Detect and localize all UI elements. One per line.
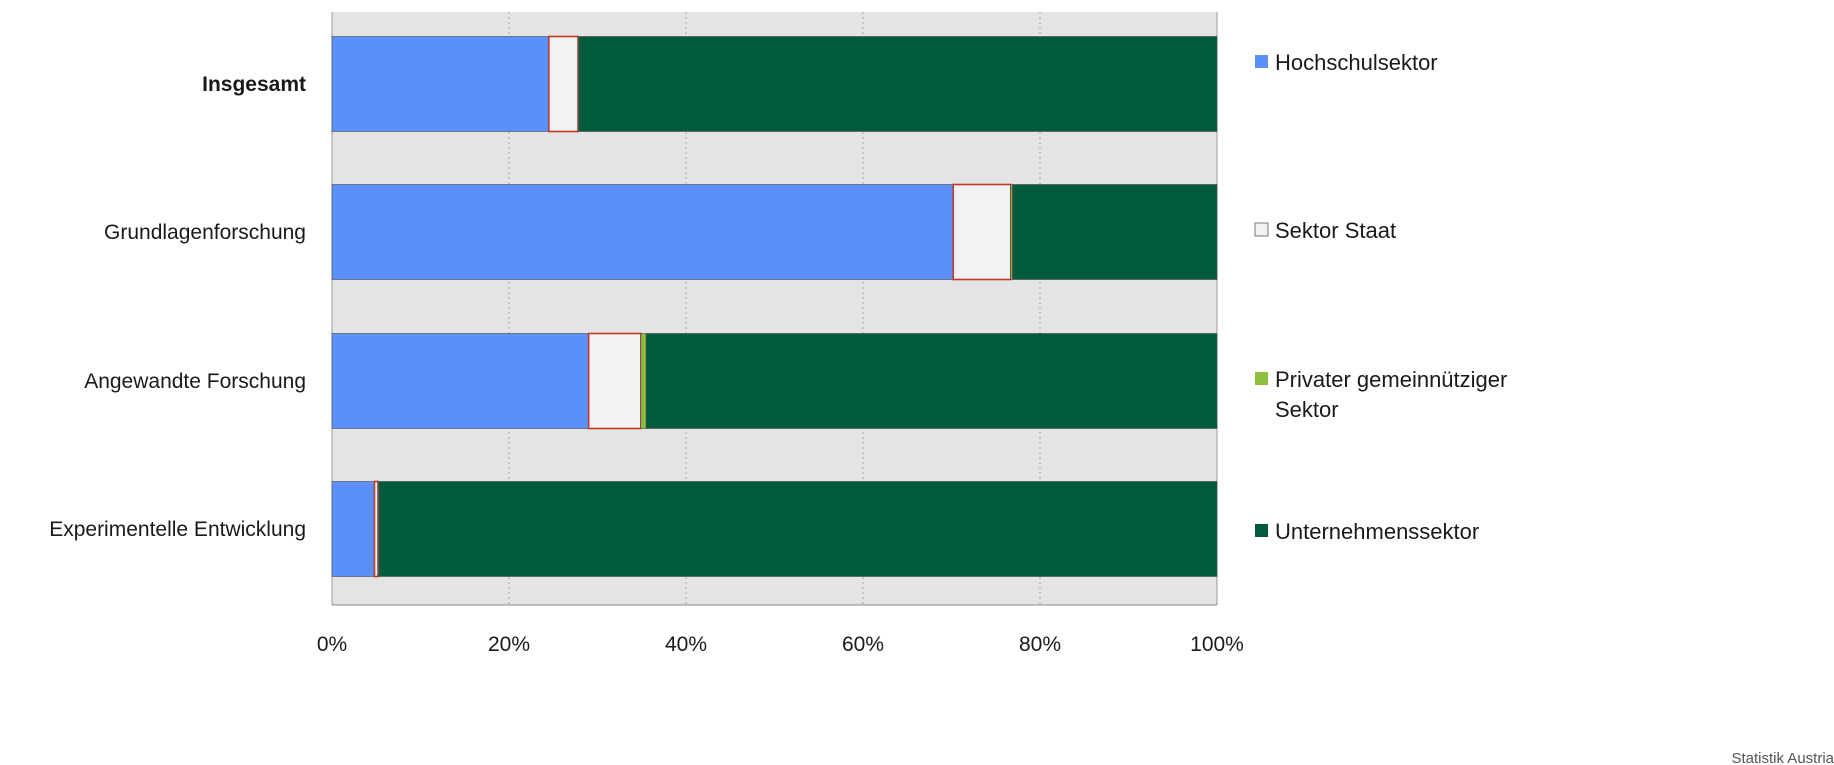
bar-segment <box>373 480 379 578</box>
bar-segment <box>378 481 1218 577</box>
legend-label: Hochschulsektor <box>1275 50 1438 75</box>
x-tick-label: 60% <box>842 633 884 656</box>
category-label: Angewandte Forschung <box>84 370 306 393</box>
legend-swatch <box>1255 372 1268 385</box>
bar-segment <box>1012 184 1218 280</box>
bar-segment <box>331 184 954 280</box>
x-tick-label: 20% <box>488 633 530 656</box>
bar-segment <box>578 36 1218 132</box>
bar-segment <box>331 36 550 132</box>
legend-label: Privater gemeinnütziger <box>1275 367 1507 392</box>
category-label: Insgesamt <box>202 73 306 96</box>
bar-segment <box>587 332 642 430</box>
bar-segment <box>548 35 579 133</box>
bar-segment <box>645 333 1218 429</box>
category-label: Experimentelle Entwicklung <box>49 518 306 541</box>
category-labels: Insgesamt Grundlagenforschung Angewandte F… <box>49 73 306 541</box>
legend-label: Unternehmenssektor <box>1275 519 1479 544</box>
bar-segment <box>331 333 589 429</box>
legend-label: Sektor Staat <box>1275 218 1396 243</box>
legend-label: Sektor <box>1275 397 1339 422</box>
category-label: Grundlagenforschung <box>104 221 306 244</box>
bar-segment <box>952 183 1012 281</box>
x-tick-labels: 0% 20% 40% 60% 80% 100% <box>317 633 1244 656</box>
x-tick-label: 40% <box>665 633 707 656</box>
legend-swatch <box>1255 524 1268 537</box>
legend-swatch <box>1255 55 1268 68</box>
bars <box>331 35 1218 578</box>
source-note: Statistik Austria <box>1731 750 1834 765</box>
legend-swatch <box>1254 222 1269 237</box>
x-tick-label: 0% <box>317 633 347 656</box>
x-tick-label: 80% <box>1019 633 1061 656</box>
x-tick-label: 100% <box>1190 633 1244 656</box>
legend: Hochschulsektor Sektor Staat Privater geme… <box>1254 50 1507 544</box>
bar-segment <box>331 481 375 577</box>
bar-segment <box>640 333 647 429</box>
